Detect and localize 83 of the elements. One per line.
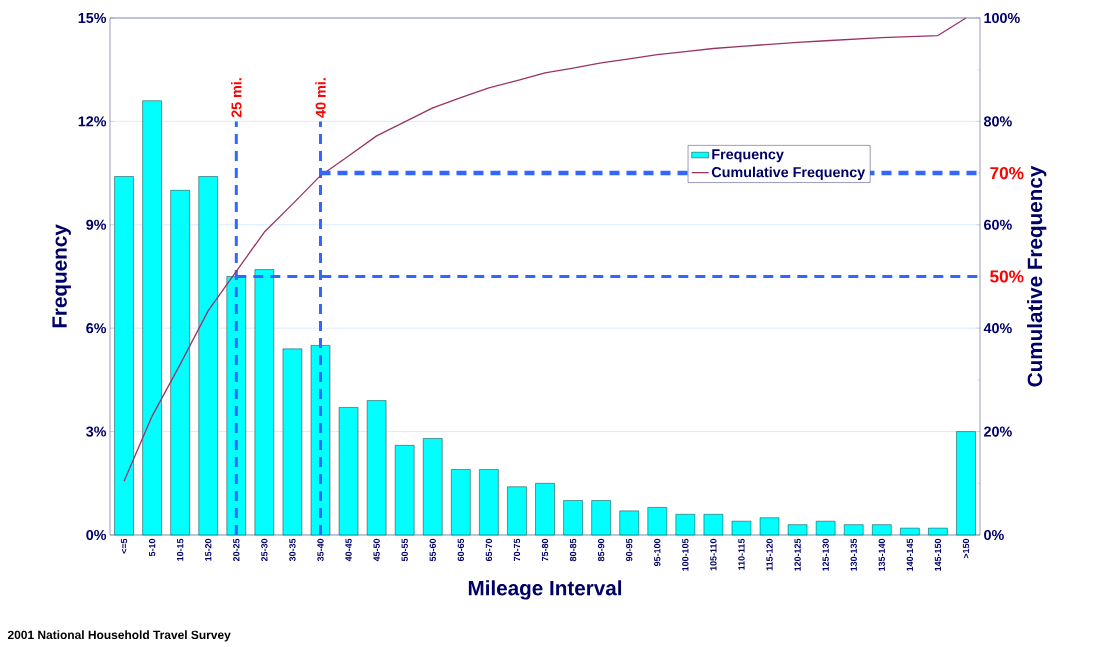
- x-tick-label: >150: [962, 538, 970, 559]
- x-tick-label: 50-55: [401, 538, 408, 562]
- bar: [844, 524, 864, 536]
- bar: [479, 469, 499, 536]
- bar: [142, 100, 162, 536]
- bar: [282, 348, 303, 536]
- x-tick-label: 110-115: [738, 538, 745, 570]
- x-tick-label: 85-90: [597, 538, 605, 562]
- bar: [563, 500, 583, 536]
- x-tick-label: 145-150: [934, 538, 942, 571]
- bar: [507, 486, 527, 536]
- bar: [254, 269, 275, 536]
- x-tick-label: 115-120: [766, 538, 773, 571]
- x-tick-label: 15-20: [205, 538, 212, 561]
- y-axis-title: Frequency: [52, 224, 71, 328]
- bar: [872, 524, 892, 536]
- x-tick-label: 35-40: [317, 538, 324, 562]
- x-tick-label: 70-75: [513, 538, 521, 562]
- y-tick-label: 15%: [78, 12, 107, 24]
- bar: [338, 407, 359, 536]
- bar: [815, 521, 836, 536]
- bar: [423, 438, 443, 536]
- bar: [731, 521, 752, 536]
- y2-axis-title: Cumulative Frequency: [1027, 165, 1047, 387]
- x-tick-label: 135-140: [878, 538, 885, 571]
- bar: [451, 469, 471, 536]
- bar: [114, 176, 134, 536]
- x-tick-label: 140-145: [906, 538, 914, 571]
- x-tick-label: 30-35: [289, 538, 296, 562]
- y-tick-label: 3%: [86, 426, 107, 437]
- x-tick-label: <=5: [120, 538, 128, 554]
- bar: [170, 190, 190, 536]
- x-tick-label: 10-15: [176, 538, 184, 561]
- x-tick-label: 5-10: [148, 538, 156, 557]
- x-tick-label: 60-65: [457, 538, 464, 562]
- y2-tick-label: 60%: [984, 219, 1012, 230]
- bar: [759, 517, 780, 536]
- y2-tick-label: 100%: [984, 12, 1020, 24]
- ref-line-label: 25 mi.: [231, 78, 242, 118]
- bar: [226, 276, 246, 536]
- x-tick-label: 65-70: [485, 538, 493, 562]
- y2-tick-label: 80%: [983, 116, 1012, 127]
- ref-line-label: 50%: [990, 270, 1024, 283]
- x-tick-label: 100-105: [682, 538, 689, 571]
- x-tick-label: 120-125: [794, 538, 801, 571]
- x-tick-label: 105-110: [710, 538, 717, 571]
- ref-line-label: 40 mi.: [315, 78, 326, 118]
- y-tick-label: 6%: [86, 323, 107, 334]
- x-tick-label: 40-45: [345, 538, 352, 562]
- y2-tick-label: 20%: [984, 426, 1012, 437]
- y-tick-label: 12%: [78, 116, 107, 127]
- y-tick-label: 9%: [86, 219, 107, 230]
- x-tick-label: 95-100: [654, 538, 661, 567]
- bar: [928, 527, 948, 536]
- bar: [198, 176, 218, 536]
- bar: [619, 510, 639, 536]
- y2-tick-label: 40%: [983, 323, 1012, 334]
- x-tick-label: 20-25: [233, 538, 240, 562]
- bar: [394, 445, 415, 536]
- bar: [535, 483, 555, 536]
- bar: [675, 514, 696, 536]
- x-tick-label: 25-30: [261, 538, 268, 562]
- legend-label: Frequency: [712, 149, 784, 163]
- bar: [591, 500, 611, 536]
- x-tick-label: 75-80: [541, 538, 549, 562]
- x-tick-label: 45-50: [373, 538, 380, 562]
- y2-tick-label: 0%: [984, 529, 1004, 541]
- x-tick-label: 90-95: [626, 538, 633, 562]
- legend-label: Cumulative Frequency: [711, 166, 866, 181]
- bar: [703, 514, 724, 536]
- x-tick-label: 55-60: [429, 538, 436, 562]
- bar: [900, 527, 920, 536]
- bar: [787, 524, 808, 536]
- text: 2001 National Household Travel Survey: [7, 630, 231, 642]
- x-axis-title: Mileage Interval: [468, 580, 622, 600]
- bar: [366, 400, 387, 536]
- x-tick-label: 80-85: [569, 538, 577, 562]
- ref-line-label: 70%: [990, 166, 1024, 180]
- x-tick-label: 130-135: [850, 538, 857, 571]
- bar: [956, 431, 976, 536]
- y-tick-label: 0%: [86, 529, 107, 541]
- x-tick-label: 125-130: [822, 538, 829, 571]
- bar: [647, 507, 667, 536]
